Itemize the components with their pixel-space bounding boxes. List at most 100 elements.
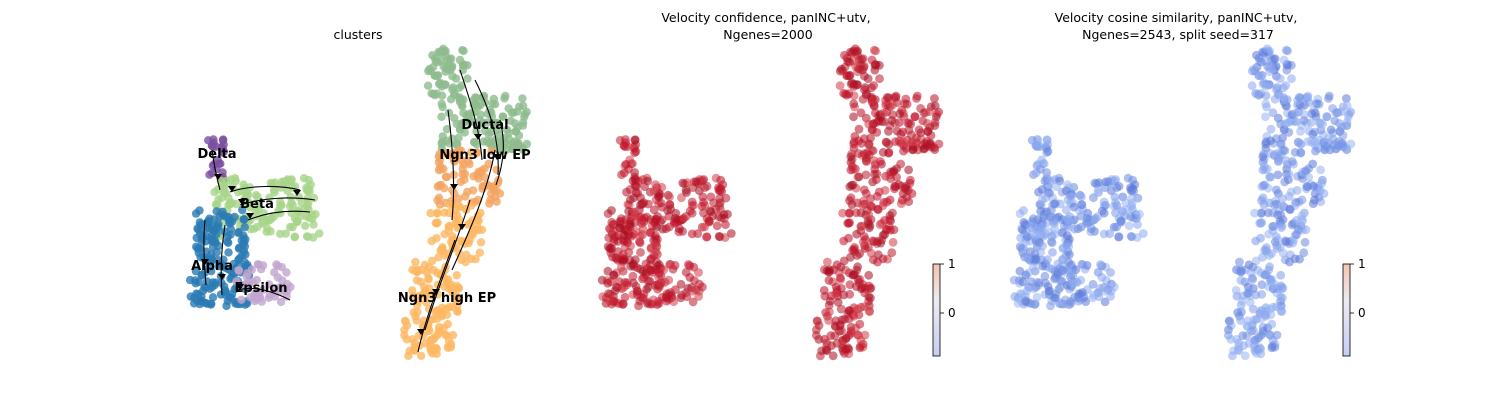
cell-point xyxy=(625,222,635,232)
cell-point xyxy=(453,284,463,293)
cell-point xyxy=(214,241,223,251)
cell-point xyxy=(1301,225,1311,235)
cell-point xyxy=(631,255,640,265)
cell-point xyxy=(844,314,854,324)
cell-point xyxy=(1112,222,1121,232)
cell-point xyxy=(224,212,233,222)
cell-point xyxy=(1291,108,1300,118)
cell-point xyxy=(636,212,645,222)
cell-point xyxy=(867,55,877,65)
cell-point xyxy=(1237,265,1246,275)
panel2-title: Velocity confidence, panINC+utv, Ngenes=… xyxy=(661,10,874,42)
cell-point xyxy=(866,293,875,303)
cell-point xyxy=(1270,54,1280,63)
cell-point xyxy=(486,137,496,146)
cell-point xyxy=(616,263,626,272)
cell-point xyxy=(441,305,450,314)
cell-point xyxy=(442,136,451,145)
cell-point xyxy=(832,260,842,270)
cell-point xyxy=(1310,137,1320,147)
cell-point xyxy=(1037,222,1047,232)
cell-point xyxy=(687,197,697,207)
streamline-arrowhead xyxy=(432,289,440,295)
cell-point xyxy=(1050,224,1060,234)
cell-point xyxy=(253,192,262,201)
streamline-arrowhead xyxy=(201,259,209,265)
cell-point xyxy=(493,178,503,188)
cell-point xyxy=(473,215,482,224)
cell-point xyxy=(859,185,869,195)
cell-point xyxy=(222,176,231,186)
cell-point xyxy=(1047,232,1057,241)
cell-point xyxy=(666,288,675,297)
cell-point xyxy=(620,292,630,302)
cell-point xyxy=(461,257,470,267)
cell-point xyxy=(628,271,638,281)
cell-point xyxy=(239,231,248,240)
cell-point xyxy=(457,156,467,165)
cell-point xyxy=(1276,270,1286,280)
cell-point xyxy=(714,183,723,193)
cell-point xyxy=(1278,201,1288,211)
cell-point xyxy=(435,181,444,190)
cell-point xyxy=(723,209,732,219)
cell-point xyxy=(1342,94,1351,103)
cell-point xyxy=(657,202,667,212)
cell-point xyxy=(614,277,624,286)
colorbar-tick-label-0: 0 xyxy=(1358,306,1366,320)
cell-point xyxy=(1062,240,1072,250)
cell-point xyxy=(217,193,226,202)
cell-point xyxy=(413,265,422,274)
cell-point xyxy=(446,280,456,289)
cell-point xyxy=(462,205,471,214)
cell-point xyxy=(1346,139,1356,149)
cell-point xyxy=(237,295,246,304)
panel3-title-line2: Ngenes=2543, split seed=317 xyxy=(1082,27,1274,42)
streamline-arrowhead xyxy=(214,174,222,180)
cell-point xyxy=(1019,206,1028,215)
cell-point xyxy=(1260,245,1269,255)
velocity-cosine-panel: Velocity cosine similarity, panINC+utv, … xyxy=(1009,10,1366,361)
cell-point xyxy=(484,130,493,139)
cell-point xyxy=(270,268,279,277)
cell-point xyxy=(238,205,247,215)
cell-point xyxy=(853,262,862,272)
cell-point xyxy=(887,248,897,258)
cell-point xyxy=(652,222,662,232)
cell-point xyxy=(1096,260,1105,269)
cell-point xyxy=(279,177,289,186)
cell-point xyxy=(640,182,649,192)
cell-point xyxy=(872,127,882,137)
cell-point xyxy=(467,148,476,157)
cell-point xyxy=(266,178,275,188)
cell-point xyxy=(925,107,934,117)
cell-point xyxy=(607,206,616,215)
streamline xyxy=(451,149,496,271)
cell-point xyxy=(454,201,463,211)
cell-point xyxy=(1287,74,1296,84)
cell-point xyxy=(1342,101,1352,111)
cell-point xyxy=(654,268,664,278)
cell-point xyxy=(912,91,922,101)
cell-point xyxy=(213,185,223,194)
velocity-streamlines xyxy=(201,69,504,353)
cell-point xyxy=(1248,273,1257,283)
cell-point xyxy=(433,196,442,205)
cell-point xyxy=(1308,129,1318,139)
cell-point xyxy=(676,279,686,289)
cell-point xyxy=(485,182,494,191)
cell-point xyxy=(825,265,834,275)
cell-point xyxy=(432,314,442,323)
cell-point xyxy=(1089,290,1099,300)
cell-point xyxy=(1294,93,1304,102)
cell-point xyxy=(226,225,236,234)
cell-point xyxy=(1254,71,1264,81)
cell-point xyxy=(292,216,302,225)
cell-point xyxy=(634,176,643,186)
cell-point xyxy=(301,221,310,230)
cell-point xyxy=(1048,212,1057,222)
cell-point xyxy=(408,286,417,295)
cluster-label-epsilon: Epsilon xyxy=(234,281,287,296)
streamline xyxy=(417,239,456,353)
cell-point xyxy=(477,166,487,175)
